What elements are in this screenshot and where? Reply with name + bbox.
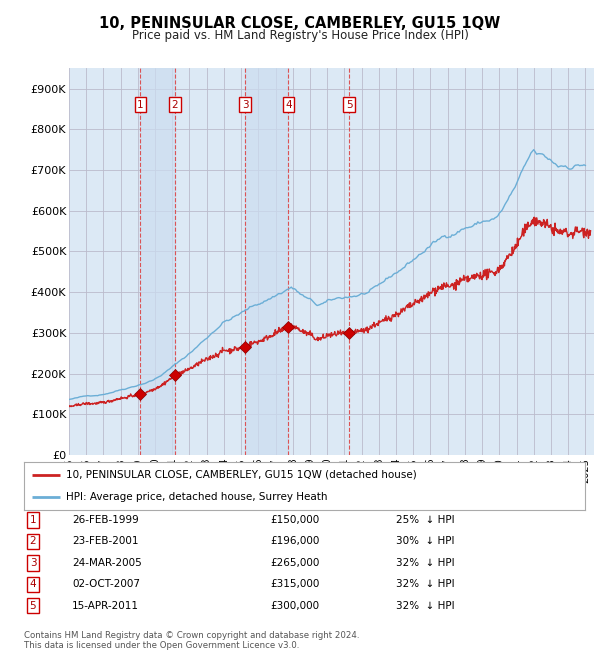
Text: 2: 2	[29, 536, 37, 547]
Text: 32%  ↓ HPI: 32% ↓ HPI	[396, 558, 455, 568]
Text: 2: 2	[172, 100, 178, 110]
Text: £265,000: £265,000	[270, 558, 319, 568]
Text: 4: 4	[29, 579, 37, 590]
Text: 10, PENINSULAR CLOSE, CAMBERLEY, GU15 1QW (detached house): 10, PENINSULAR CLOSE, CAMBERLEY, GU15 1Q…	[66, 470, 417, 480]
Text: 4: 4	[285, 100, 292, 110]
Text: Price paid vs. HM Land Registry's House Price Index (HPI): Price paid vs. HM Land Registry's House …	[131, 29, 469, 42]
Text: £196,000: £196,000	[270, 536, 319, 547]
Text: 30%  ↓ HPI: 30% ↓ HPI	[396, 536, 455, 547]
Bar	[245, 68, 289, 455]
Text: £315,000: £315,000	[270, 579, 319, 590]
Text: £150,000: £150,000	[270, 515, 319, 525]
Text: 1: 1	[137, 100, 144, 110]
Text: HPI: Average price, detached house, Surrey Heath: HPI: Average price, detached house, Surr…	[66, 492, 328, 502]
Text: 24-MAR-2005: 24-MAR-2005	[72, 558, 142, 568]
Text: 3: 3	[242, 100, 248, 110]
Text: 1: 1	[29, 515, 37, 525]
Text: 25%  ↓ HPI: 25% ↓ HPI	[396, 515, 455, 525]
Text: 32%  ↓ HPI: 32% ↓ HPI	[396, 579, 455, 590]
Text: Contains HM Land Registry data © Crown copyright and database right 2024.: Contains HM Land Registry data © Crown c…	[24, 630, 359, 640]
Text: 32%  ↓ HPI: 32% ↓ HPI	[396, 601, 455, 611]
Text: 02-OCT-2007: 02-OCT-2007	[72, 579, 140, 590]
Text: 5: 5	[346, 100, 353, 110]
Text: 3: 3	[29, 558, 37, 568]
Text: 23-FEB-2001: 23-FEB-2001	[72, 536, 139, 547]
Text: 15-APR-2011: 15-APR-2011	[72, 601, 139, 611]
Text: 5: 5	[29, 601, 37, 611]
Text: 26-FEB-1999: 26-FEB-1999	[72, 515, 139, 525]
Text: This data is licensed under the Open Government Licence v3.0.: This data is licensed under the Open Gov…	[24, 641, 299, 650]
Text: £300,000: £300,000	[270, 601, 319, 611]
Bar	[140, 68, 175, 455]
Text: 10, PENINSULAR CLOSE, CAMBERLEY, GU15 1QW: 10, PENINSULAR CLOSE, CAMBERLEY, GU15 1Q…	[100, 16, 500, 31]
